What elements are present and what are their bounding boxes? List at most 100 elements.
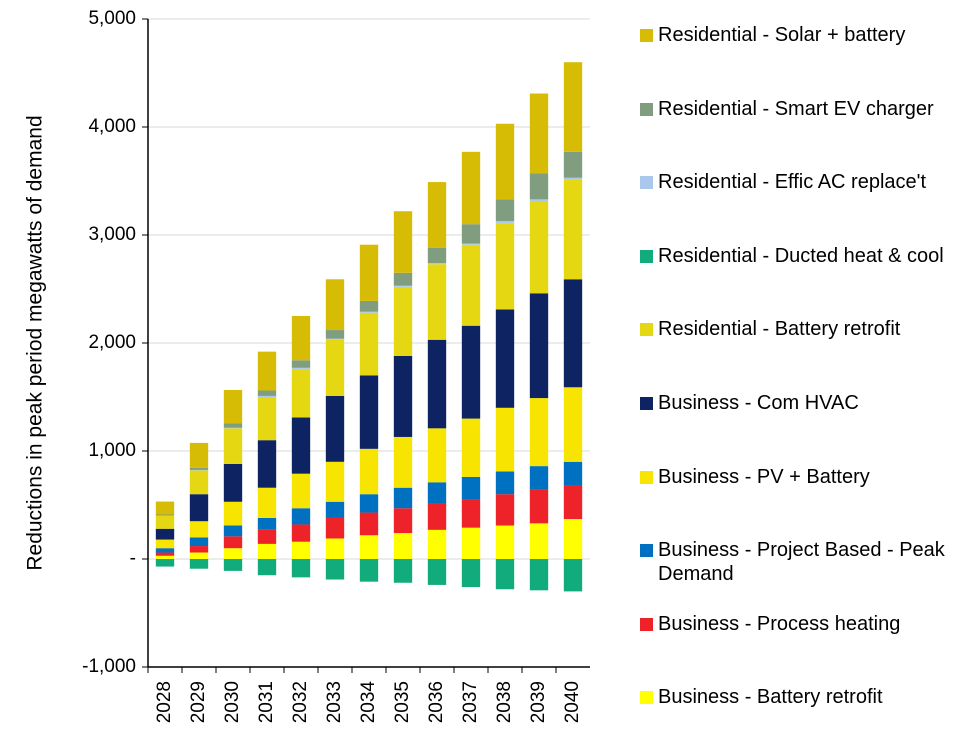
bar-segment — [427, 428, 447, 483]
bar-segment — [325, 279, 345, 331]
legend-swatch — [640, 691, 653, 705]
bar-segment — [563, 387, 583, 462]
bar-segment — [257, 529, 277, 544]
legend-label: Residential - Solar + battery — [658, 24, 906, 46]
bar-segment — [223, 463, 243, 502]
legend-item: Business - Battery retrofit — [640, 685, 960, 709]
bar-segment — [427, 559, 447, 585]
legend-item: Residential - Effic AC replace't — [640, 170, 960, 194]
x-tick-label: 2040 — [562, 681, 583, 723]
x-tick-label: 2033 — [324, 681, 345, 723]
bar-segment — [189, 467, 209, 470]
bar-segment — [257, 351, 277, 391]
bar-segment — [189, 559, 209, 569]
legend-swatch — [640, 176, 653, 190]
bar-segment — [495, 223, 515, 310]
legend-label: Residential - Ducted heat & cool — [658, 244, 944, 267]
bar-segment — [495, 525, 515, 559]
x-tick-label: 2035 — [392, 681, 413, 723]
bar-segment — [393, 508, 413, 534]
legend-swatch — [640, 617, 653, 631]
legend-item: Residential - Battery retrofit — [640, 317, 960, 341]
y-axis-label: Reductions in peak period megawatts of d… — [24, 115, 47, 570]
bar-segment — [563, 279, 583, 388]
bar-segment — [495, 220, 515, 224]
x-tick-label: 2032 — [290, 681, 311, 723]
bar-segment — [461, 224, 481, 244]
bar-segment — [359, 244, 379, 301]
bar-segment — [563, 151, 583, 178]
bar-segment — [529, 93, 549, 174]
legend-label: Residential - Smart EV charger — [658, 97, 934, 120]
bar-segment — [291, 316, 311, 361]
bar-segment — [495, 309, 515, 408]
legend-label: Business - PV + Battery — [658, 465, 870, 488]
bar-segment — [461, 476, 481, 500]
bar-segment — [393, 272, 413, 286]
y-tick-label: -1,000 — [82, 656, 136, 677]
bar-segment — [393, 559, 413, 583]
legend-swatch — [640, 397, 653, 410]
bar-segment — [189, 521, 209, 538]
bar-segment — [223, 536, 243, 549]
bar-segment — [427, 264, 447, 340]
bar-segment — [155, 515, 175, 529]
x-tick-label: 2029 — [188, 681, 209, 723]
bar-segment — [461, 325, 481, 419]
y-tick-label: 3,000 — [88, 224, 136, 245]
bar-segment — [325, 338, 345, 340]
bar-segment — [257, 559, 277, 576]
bar-segment — [393, 286, 413, 356]
bar-segment — [155, 552, 175, 556]
bar-segment — [291, 559, 311, 578]
x-tick-label: 2039 — [528, 681, 549, 723]
bar-segment — [325, 461, 345, 502]
x-tick-label: 2034 — [358, 681, 379, 724]
x-tick-label: 2028 — [154, 681, 175, 723]
bar-segment — [495, 471, 515, 495]
x-tick-label: 2038 — [494, 681, 515, 723]
bar-segment — [495, 199, 515, 221]
legend-swatch — [640, 249, 653, 263]
bar-segment — [427, 263, 447, 265]
y-tick-label: 2,000 — [88, 332, 136, 353]
bar-segment — [325, 517, 345, 539]
bar-segment — [223, 525, 243, 537]
bar-segment — [393, 533, 413, 559]
y-tick-label: 5,000 — [88, 8, 136, 29]
bar-segment — [359, 494, 379, 513]
bar-segment — [325, 330, 345, 339]
bar-segment — [529, 293, 549, 399]
bar-segment — [223, 423, 243, 428]
x-tick-label: 2030 — [222, 681, 243, 723]
bar-segment — [223, 548, 243, 559]
bar-segment — [529, 199, 549, 202]
bar-segment — [563, 559, 583, 592]
bar-segment — [495, 559, 515, 590]
bar-segment — [189, 546, 209, 553]
legend-item: Residential - Ducted heat & cool — [640, 244, 960, 268]
bar-segment — [291, 417, 311, 474]
bar-segment — [563, 62, 583, 152]
bar-segment — [529, 489, 549, 524]
bar-segment — [393, 355, 413, 437]
bar-segment — [257, 440, 277, 488]
bar-segment — [461, 559, 481, 588]
bar-segment — [393, 487, 413, 509]
bar-segment — [359, 312, 379, 376]
x-tick-label: 2036 — [426, 681, 447, 723]
bar-segment — [495, 123, 515, 200]
bar-segment — [155, 555, 175, 559]
bar-segment — [359, 448, 379, 495]
bar-segment — [563, 461, 583, 486]
bar-segment — [529, 201, 549, 294]
bar-segment — [325, 339, 345, 396]
legend-item: Business - Com HVAC — [640, 391, 960, 415]
bar-segment — [325, 395, 345, 462]
bar-segment — [223, 501, 243, 526]
bar-segment — [529, 523, 549, 559]
legend-item: Residential - Smart EV charger — [640, 97, 960, 121]
bar-segment — [155, 539, 175, 549]
